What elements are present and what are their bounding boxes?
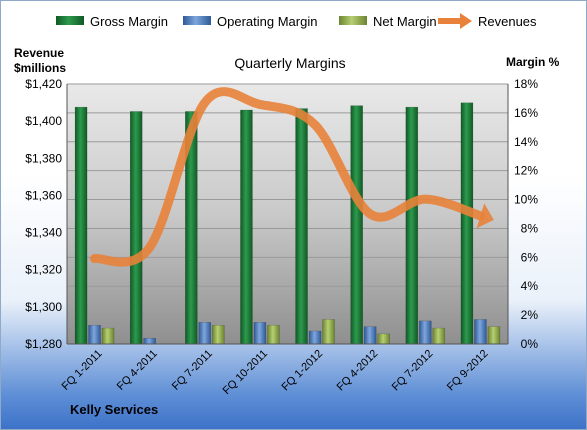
- bar-net-margin-3: [267, 324, 280, 345]
- left-axis-label-line2: $millions: [14, 61, 66, 75]
- right-axis-label: Margin %: [506, 55, 560, 69]
- left-tick-label: $1,280: [25, 337, 62, 351]
- right-tick-label: 12%: [514, 164, 538, 178]
- left-tick-label: $1,340: [25, 226, 62, 240]
- category-label: FQ 10-2011: [221, 348, 270, 397]
- bar-operating-margin-0: [88, 324, 101, 345]
- category-label: FQ 4-2011: [115, 348, 160, 393]
- left-tick-label: $1,400: [25, 114, 62, 128]
- bar-operating-margin-2: [198, 322, 212, 345]
- bar-operating-margin-6: [419, 320, 432, 345]
- bar-net-margin-5: [377, 333, 390, 345]
- legend-label-0: Gross Margin: [90, 14, 168, 29]
- bar-operating-margin-3: [253, 322, 267, 345]
- titles: Revenue $millions Quarterly Margins Marg…: [14, 46, 560, 417]
- left-axis-label-line1: Revenue: [14, 46, 64, 60]
- left-tick-label: $1,360: [25, 188, 62, 202]
- legend-label-3: Revenues: [478, 14, 537, 29]
- chart-title: Quarterly Margins: [234, 55, 345, 71]
- legend-label-1: Operating Margin: [217, 14, 317, 29]
- left-tick-label: $1,420: [25, 77, 62, 91]
- revenues-line: [90, 87, 485, 267]
- category-label: FQ 9-2012: [445, 348, 491, 394]
- bar-net-margin-0: [101, 327, 115, 345]
- bar-gross-margin-0: [74, 106, 88, 345]
- bar-gross-margin-1: [129, 111, 143, 345]
- right-tick-label: 0%: [521, 337, 539, 351]
- bar-gross-margin-3: [240, 109, 253, 345]
- right-tick-label: 6%: [521, 250, 539, 264]
- left-tick-label: $1,320: [25, 263, 62, 277]
- bar-net-margin-4: [322, 319, 335, 345]
- right-tick-label: 10%: [514, 193, 538, 207]
- right-tick-label: 4%: [521, 279, 539, 293]
- bar-operating-margin-5: [363, 326, 377, 345]
- legend: Gross Margin Operating Margin Net Margin Re…: [56, 13, 537, 29]
- bar-gross-margin-5: [350, 105, 363, 345]
- legend-swatch-0: [56, 16, 84, 25]
- legend-swatch-2: [339, 16, 367, 25]
- bar-net-margin-6: [432, 327, 446, 345]
- right-tick-label: 14%: [514, 135, 538, 149]
- right-tick-label: 2%: [521, 308, 539, 322]
- bar-operating-margin-4: [308, 330, 322, 345]
- revenues-arrowhead: [476, 203, 494, 229]
- right-tick-label: 16%: [514, 106, 538, 120]
- category-label: FQ 1-2011: [60, 348, 105, 393]
- bar-net-margin-7: [487, 326, 501, 345]
- bar-gross-margin-7: [460, 102, 474, 345]
- bars: [74, 102, 501, 345]
- bar-gross-margin-6: [405, 106, 419, 345]
- bar-operating-margin-1: [143, 337, 156, 345]
- legend-label-2: Net Margin: [373, 14, 437, 29]
- category-label: FQ 1-2012: [280, 348, 326, 394]
- bar-net-margin-2: [212, 324, 225, 345]
- legend-arrow: [460, 13, 472, 29]
- left-tick-label: $1,380: [25, 151, 62, 165]
- category-label: FQ 7-2012: [390, 348, 436, 394]
- company-name: Kelly Services: [70, 402, 158, 417]
- category-label: FQ 4-2012: [335, 348, 381, 394]
- legend-swatch-1: [183, 16, 211, 25]
- right-tick-label: 18%: [514, 77, 538, 91]
- bar-gross-margin-4: [295, 108, 308, 345]
- category-label: FQ 7-2011: [170, 348, 215, 393]
- bar-operating-margin-7: [474, 319, 487, 345]
- left-tick-label: $1,300: [25, 300, 62, 314]
- right-tick-label: 8%: [521, 221, 539, 235]
- revenue-line: [90, 87, 494, 267]
